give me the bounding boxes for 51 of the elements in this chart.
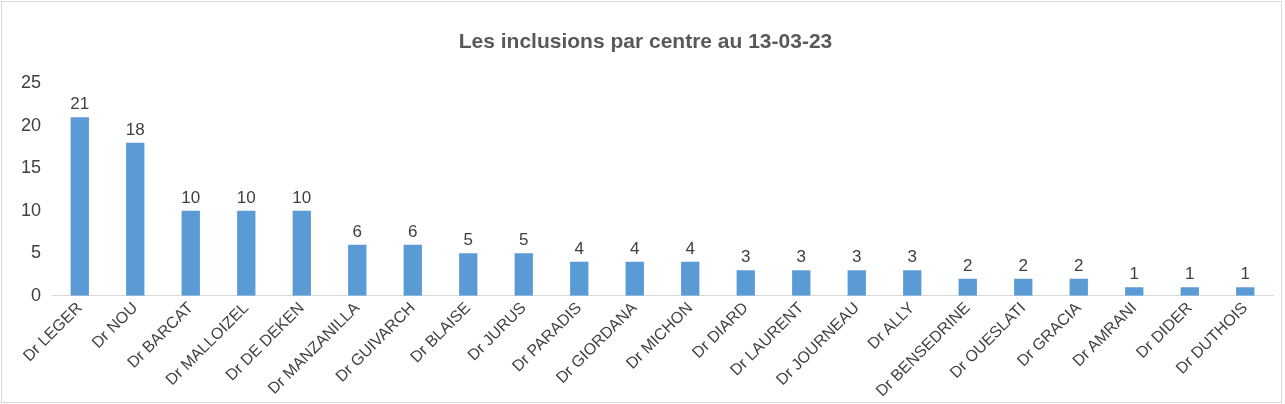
bar — [792, 270, 811, 296]
y-tick-label: 0 — [31, 284, 42, 305]
data-label: 18 — [125, 119, 145, 139]
bar — [237, 210, 256, 296]
bar — [1125, 287, 1144, 296]
data-label: 10 — [292, 187, 312, 207]
bar — [736, 270, 755, 296]
bar — [126, 142, 145, 296]
chart-title: Les inclusions par centre au 13-03-23 — [458, 29, 833, 53]
y-tick-label: 15 — [20, 157, 42, 178]
y-tick-label: 5 — [31, 242, 42, 263]
data-label: 2 — [1018, 255, 1028, 275]
bar — [70, 117, 89, 296]
data-label: 1 — [1240, 264, 1250, 284]
data-label: 1 — [1185, 264, 1195, 284]
data-label: 10 — [236, 187, 256, 207]
bar — [348, 244, 367, 296]
bar — [625, 261, 644, 296]
bar — [847, 270, 866, 296]
bar — [1069, 278, 1088, 296]
data-label: 2 — [1074, 255, 1084, 275]
data-label: 3 — [741, 247, 751, 267]
data-label: 10 — [181, 187, 201, 207]
data-label: 6 — [352, 221, 362, 241]
bar — [1014, 278, 1033, 296]
y-tick-label: 20 — [20, 114, 42, 135]
bar — [903, 270, 922, 296]
bar — [1180, 287, 1199, 296]
bar — [1236, 287, 1255, 296]
bar — [403, 244, 422, 296]
bar — [514, 253, 533, 296]
bar — [681, 261, 700, 296]
data-label: 5 — [519, 230, 529, 250]
data-label: 4 — [685, 238, 695, 258]
y-tick-label: 25 — [20, 72, 42, 93]
data-label: 4 — [630, 238, 640, 258]
data-label: 4 — [574, 238, 584, 258]
bar — [181, 210, 200, 296]
data-label: 3 — [852, 247, 862, 267]
data-label: 6 — [408, 221, 418, 241]
bar — [570, 261, 589, 296]
bar — [958, 278, 977, 296]
data-label: 5 — [463, 230, 473, 250]
bar — [459, 253, 478, 296]
data-label: 2 — [963, 255, 973, 275]
data-label: 21 — [70, 94, 90, 114]
bar — [292, 210, 311, 296]
data-label: 3 — [796, 247, 806, 267]
data-label: 1 — [1129, 264, 1139, 284]
data-label: 3 — [907, 247, 917, 267]
y-tick-label: 10 — [20, 199, 42, 220]
